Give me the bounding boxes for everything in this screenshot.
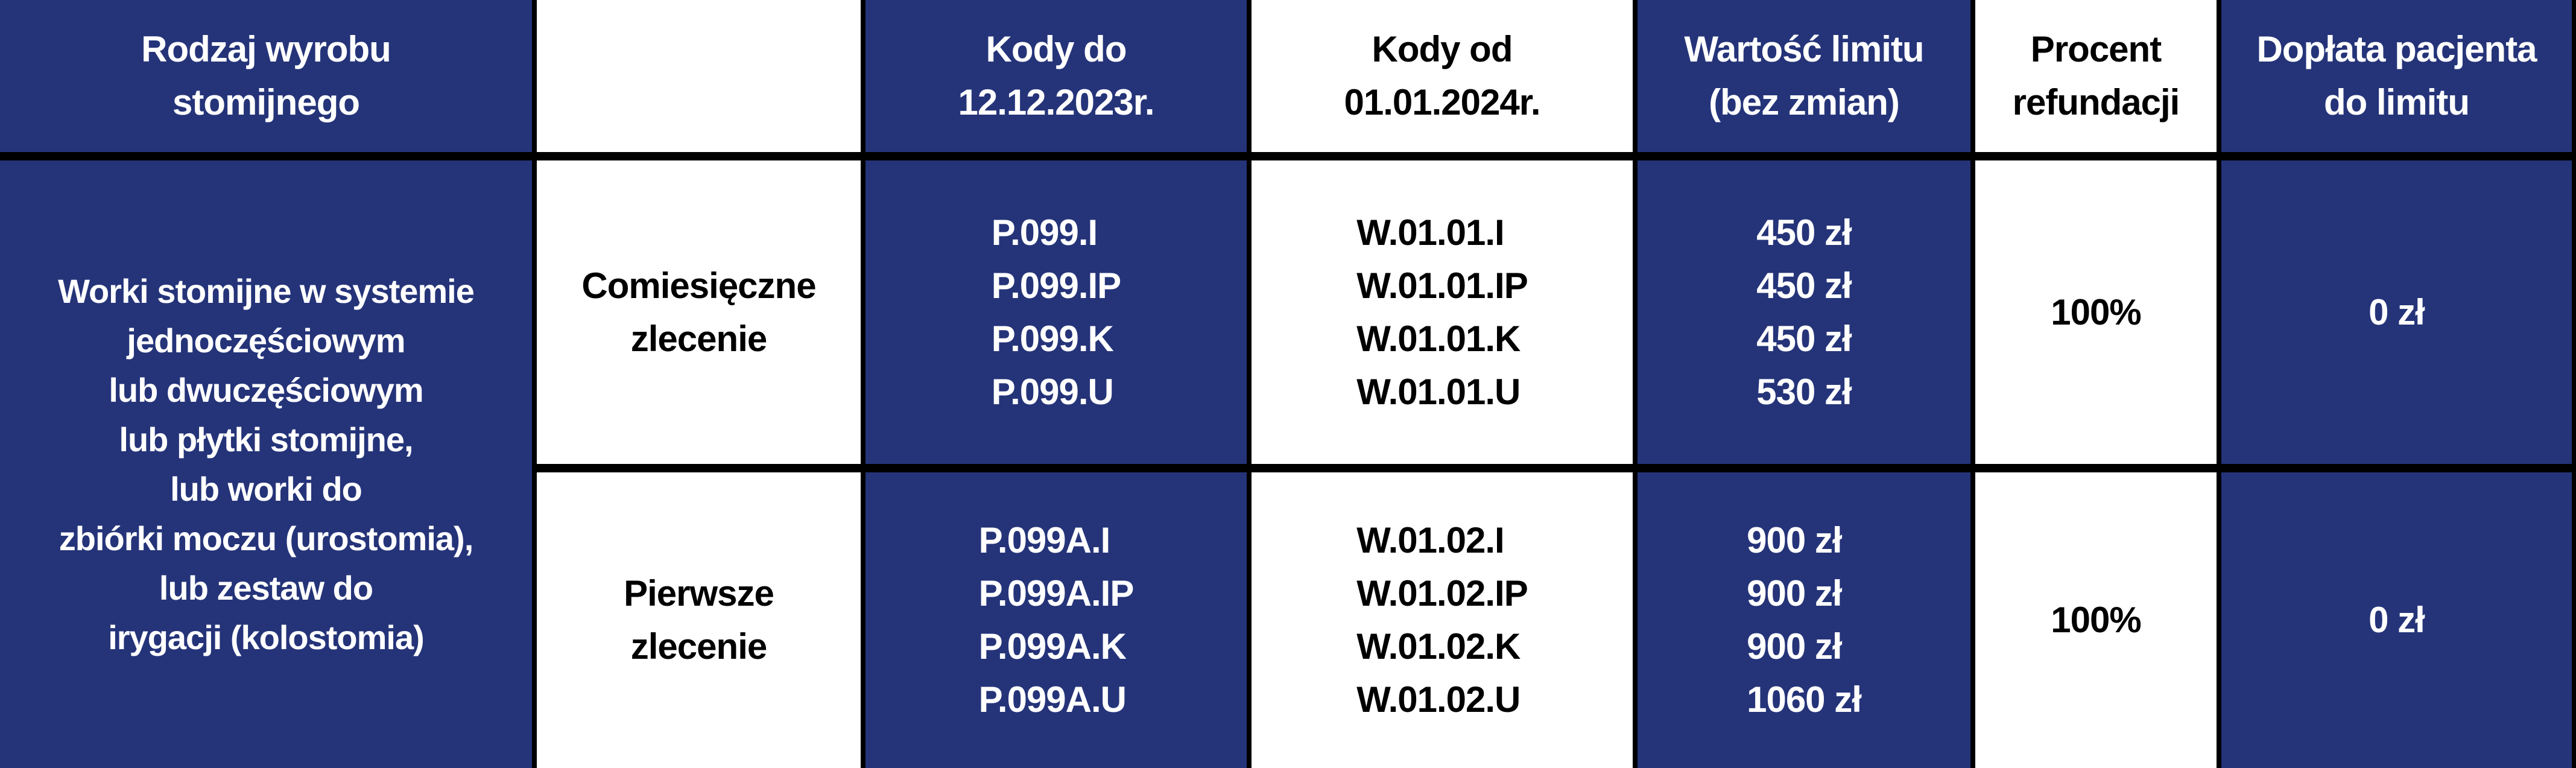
refund-value: 100% xyxy=(2051,600,2141,640)
code: W.01.01.IP xyxy=(1356,265,1528,306)
desc-line: Worki stomijne w systemie xyxy=(58,271,475,310)
header-line: Dopłata pacjenta xyxy=(2256,29,2537,69)
header-line: Procent xyxy=(2030,29,2162,69)
limit-value: 900 zł xyxy=(1747,573,1842,614)
code: W.01.02.U xyxy=(1356,679,1521,720)
copay-cell: 0 zł xyxy=(2221,472,2572,768)
header-line: 12.12.2023r. xyxy=(958,82,1154,122)
desc-line: lub dwuczęściowym xyxy=(109,370,423,409)
code: P.099A.U xyxy=(978,679,1127,720)
header-line: refundacji xyxy=(2012,82,2180,122)
header-empty xyxy=(537,0,861,152)
code: W.01.01.I xyxy=(1356,212,1504,253)
order-line: Pierwsze xyxy=(624,573,774,614)
codes-new-cell: W.01.02.I W.01.02.IP W.01.02.K W.01.02.U xyxy=(1252,472,1633,768)
limit-value: 1060 zł xyxy=(1747,679,1862,720)
limit-value: 530 zł xyxy=(1756,371,1852,412)
header-refund: Procent refundacji xyxy=(1975,0,2217,152)
code: P.099.I xyxy=(991,212,1098,253)
codes-new-cell: W.01.01.I W.01.01.IP W.01.01.K W.01.01.U xyxy=(1252,160,1633,464)
desc-line: jednoczęściowym xyxy=(127,321,405,360)
codes-old-cell: P.099A.I P.099A.IP P.099A.K P.099A.U xyxy=(866,472,1247,768)
order-line: Comiesięczne xyxy=(581,265,816,306)
copay-value: 0 zł xyxy=(2369,600,2425,640)
order-type-first: Pierwsze zlecenie xyxy=(537,472,861,768)
limit-value: 450 zł xyxy=(1756,318,1852,359)
code: P.099A.I xyxy=(978,520,1111,560)
code: P.099.K xyxy=(991,318,1114,359)
desc-line: lub płytki stomijne, xyxy=(119,420,413,459)
code: P.099A.K xyxy=(978,626,1127,667)
header-codes-old: Kody do 12.12.2023r. xyxy=(866,0,1247,152)
desc-line: lub zestaw do xyxy=(159,568,373,607)
refund-value: 100% xyxy=(2051,291,2141,332)
header-limit: Wartość limitu (bez zmian) xyxy=(1638,0,1970,152)
code: P.099A.IP xyxy=(978,573,1135,614)
code: W.01.02.K xyxy=(1356,626,1521,667)
product-type-cell: Worki stomijne w systemie jednoczęściowy… xyxy=(0,160,532,768)
header-line: Wartość limitu xyxy=(1684,29,1924,69)
copay-cell: 0 zł xyxy=(2221,160,2572,464)
header-product-type: Rodzaj wyrobu stomijnego xyxy=(0,0,532,152)
header-copay: Dopłata pacjenta do limitu xyxy=(2221,0,2572,152)
code: P.099.U xyxy=(991,371,1114,412)
refund-cell: 100% xyxy=(1975,472,2217,768)
desc-line: irygacji (kolostomia) xyxy=(108,618,425,656)
order-line: zlecenie xyxy=(630,626,767,667)
refund-cell: 100% xyxy=(1975,160,2217,464)
limit-cell: 450 zł 450 zł 450 zł 530 zł xyxy=(1638,160,1970,464)
limit-cell: 900 zł 900 zł 900 zł 1060 zł xyxy=(1638,472,1970,768)
code: W.01.01.U xyxy=(1356,371,1521,412)
header-line: Kody do xyxy=(986,29,1127,69)
limit-value: 450 zł xyxy=(1756,265,1852,306)
limit-value: 900 zł xyxy=(1747,520,1842,560)
code: W.01.02.IP xyxy=(1356,573,1528,614)
header-line: stomijnego xyxy=(172,82,360,122)
codes-old-cell: P.099.I P.099.IP P.099.K P.099.U xyxy=(866,160,1247,464)
code: W.01.01.K xyxy=(1356,318,1521,359)
header-line: (bez zmian) xyxy=(1709,82,1900,122)
copay-value: 0 zł xyxy=(2369,291,2425,332)
code: W.01.02.I xyxy=(1356,520,1504,560)
code: P.099.IP xyxy=(991,265,1121,306)
limit-value: 900 zł xyxy=(1747,626,1842,667)
header-codes-new: Kody od 01.01.2024r. xyxy=(1252,0,1633,152)
desc-line: zbiórki moczu (urostomia), xyxy=(59,519,473,557)
limit-value: 450 zł xyxy=(1756,212,1852,253)
order-type-monthly: Comiesięczne zlecenie xyxy=(537,160,861,464)
desc-line: lub worki do xyxy=(170,469,362,508)
header-line: do limitu xyxy=(2324,82,2470,122)
header-line: Kody od xyxy=(1372,29,1513,69)
order-line: zlecenie xyxy=(630,318,767,359)
header-line: 01.01.2024r. xyxy=(1344,82,1540,122)
header-line: Rodzaj wyrobu xyxy=(141,29,391,69)
